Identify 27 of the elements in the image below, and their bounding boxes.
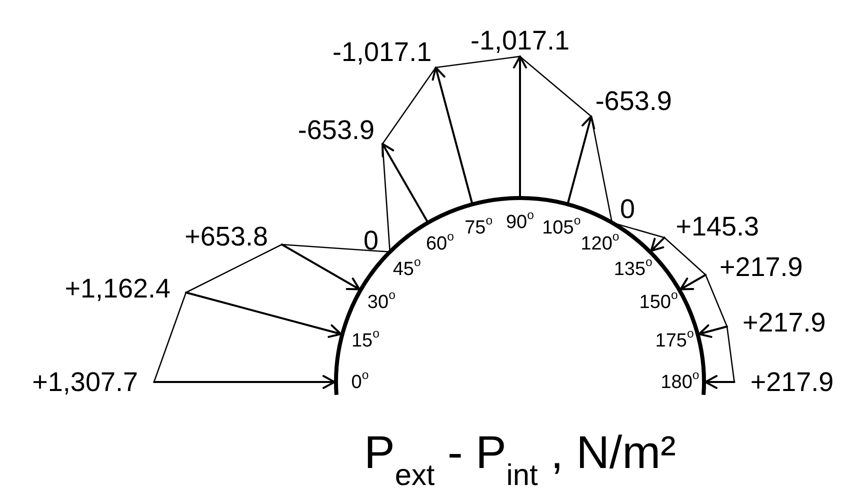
category-label: 180$^{o}$ [660, 368, 700, 392]
data-label: 0 [364, 226, 379, 256]
data-label: +1,162.4 [64, 273, 171, 304]
category-label: 175$^{o}$ [655, 326, 694, 352]
data-label: +653.8 [184, 222, 268, 252]
data-label: 0 [620, 194, 636, 224]
category-label: 15$^{o}$ [351, 326, 380, 352]
data-label: -1,017.1 [470, 25, 570, 56]
category-label: 135$^{o}$ [614, 254, 653, 280]
category-label: 45$^{o}$ [392, 254, 421, 280]
data-label: +217.9 [742, 307, 826, 338]
data-label: -1,017.1 [332, 37, 432, 68]
data-label: +1,307.7 [32, 367, 138, 397]
category-label: 90$^{o}$ [506, 208, 534, 232]
category-label: 30$^{o}$ [367, 288, 396, 312]
text: P$_{ext}$ - P$_{int}$ , N/m² [364, 426, 676, 491]
category-label: 75$^{o}$ [464, 213, 493, 238]
data-label: -653.9 [595, 86, 672, 116]
category-label: 120$^{o}$ [580, 229, 620, 254]
category-label: 60$^{o}$ [426, 229, 454, 254]
data-label: +145.3 [676, 211, 760, 242]
data-label: +217.9 [719, 252, 803, 282]
category-label: 0$^{o}$ [351, 368, 369, 392]
data-label: +217.9 [750, 367, 834, 397]
category-label: 105$^{o}$ [542, 213, 581, 238]
data-label: -653.9 [298, 114, 374, 145]
category-label: 150$^{o}$ [639, 288, 678, 312]
